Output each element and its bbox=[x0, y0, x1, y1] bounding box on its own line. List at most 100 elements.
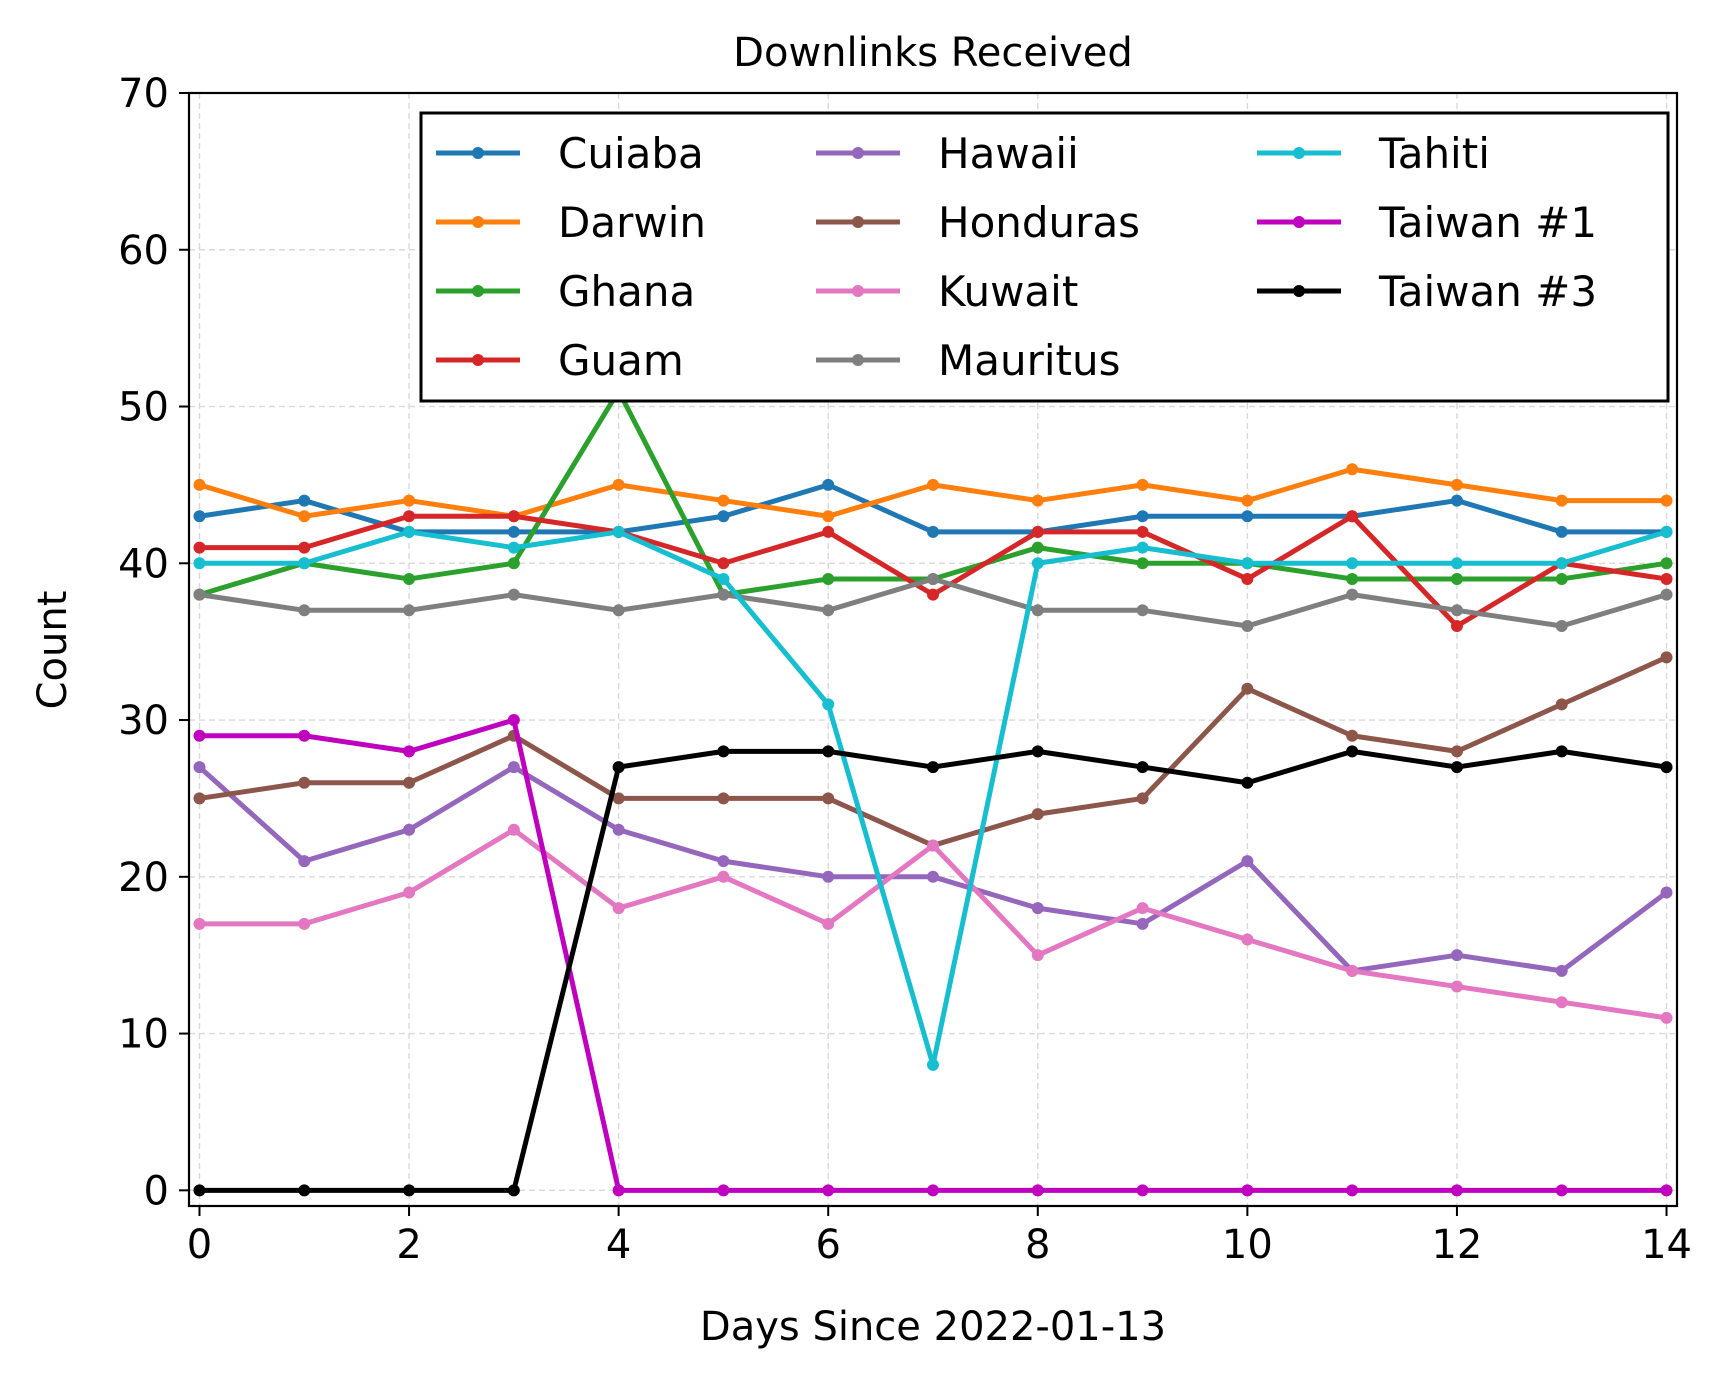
data-point bbox=[1136, 1184, 1149, 1197]
data-point bbox=[1450, 949, 1463, 962]
data-point bbox=[717, 855, 730, 868]
legend-label: Kuwait bbox=[938, 267, 1078, 316]
data-point bbox=[1136, 525, 1149, 538]
series-mauritus bbox=[193, 572, 1673, 632]
data-point bbox=[1660, 494, 1673, 507]
data-point bbox=[298, 776, 311, 789]
data-point bbox=[507, 1184, 520, 1197]
data-point bbox=[1660, 525, 1673, 538]
plot-frame bbox=[187, 91, 1679, 1208]
data-point bbox=[1660, 572, 1673, 585]
data-point bbox=[507, 525, 520, 538]
data-point bbox=[1450, 761, 1463, 774]
x-tick-label: 0 bbox=[187, 1222, 212, 1268]
data-point bbox=[298, 1184, 311, 1197]
legend-marker bbox=[852, 354, 864, 366]
data-point bbox=[927, 525, 939, 538]
legend-marker bbox=[852, 216, 864, 228]
data-point bbox=[1136, 510, 1149, 523]
legend-marker bbox=[1293, 216, 1305, 228]
y-tick-label: 40 bbox=[118, 541, 169, 587]
series-cuiaba bbox=[193, 478, 1673, 538]
data-point bbox=[1346, 745, 1359, 758]
data-point bbox=[612, 823, 625, 836]
data-point bbox=[822, 604, 835, 617]
data-point bbox=[1555, 1184, 1568, 1197]
data-point bbox=[1346, 729, 1359, 742]
data-point bbox=[612, 761, 625, 774]
series-lines bbox=[193, 384, 1673, 1197]
data-point bbox=[1031, 494, 1044, 507]
legend-label: Taiwan #1 bbox=[1378, 198, 1597, 247]
data-point bbox=[1450, 745, 1463, 758]
data-point bbox=[1346, 588, 1359, 601]
data-point bbox=[1555, 964, 1568, 977]
data-point bbox=[1660, 651, 1673, 664]
data-point bbox=[1450, 572, 1463, 585]
data-point bbox=[927, 572, 939, 585]
data-point bbox=[193, 761, 206, 774]
data-point bbox=[927, 478, 939, 491]
data-point bbox=[507, 588, 520, 601]
data-point bbox=[193, 1184, 206, 1197]
data-point bbox=[193, 557, 206, 570]
data-point bbox=[1136, 917, 1149, 930]
legend-label: Taiwan #3 bbox=[1378, 267, 1597, 316]
data-point bbox=[507, 761, 520, 774]
legend-item: Honduras bbox=[816, 198, 1140, 247]
data-point bbox=[403, 604, 416, 617]
legend-marker bbox=[472, 285, 484, 297]
y-tick-label: 60 bbox=[118, 228, 169, 274]
data-point bbox=[1031, 557, 1044, 570]
data-point bbox=[507, 557, 520, 570]
series-darwin bbox=[193, 463, 1673, 523]
data-point bbox=[298, 917, 311, 930]
data-point bbox=[507, 510, 520, 523]
data-point bbox=[1555, 572, 1568, 585]
data-point bbox=[717, 870, 730, 883]
x-tick-label: 4 bbox=[606, 1222, 631, 1268]
data-point bbox=[1241, 557, 1254, 570]
data-point bbox=[403, 823, 416, 836]
data-point bbox=[1241, 855, 1254, 868]
data-point bbox=[1555, 557, 1568, 570]
legend-item: Tahiti bbox=[1257, 129, 1490, 178]
data-point bbox=[612, 902, 625, 915]
data-point bbox=[927, 1058, 939, 1071]
data-point bbox=[927, 761, 939, 774]
data-point bbox=[1555, 494, 1568, 507]
data-point bbox=[1136, 902, 1149, 915]
legend: Cuiaba Darwin Ghana Guam Hawaii Honduras Kuwai… bbox=[419, 111, 1670, 403]
data-point bbox=[1450, 494, 1463, 507]
data-point bbox=[717, 494, 730, 507]
data-point bbox=[927, 839, 939, 852]
data-point bbox=[403, 745, 416, 758]
legend-item: Mauritus bbox=[816, 336, 1121, 385]
data-point bbox=[1136, 761, 1149, 774]
data-point bbox=[612, 1184, 625, 1197]
legend-label: Darwin bbox=[558, 198, 706, 247]
data-point bbox=[403, 572, 416, 585]
data-point bbox=[403, 494, 416, 507]
data-point bbox=[822, 572, 835, 585]
data-point bbox=[1450, 557, 1463, 570]
data-point bbox=[507, 823, 520, 836]
data-point bbox=[1136, 541, 1149, 554]
data-point bbox=[1450, 619, 1463, 632]
data-point bbox=[403, 1184, 416, 1197]
data-point bbox=[822, 525, 835, 538]
series-taiwan-1 bbox=[193, 714, 1673, 1197]
legend-box bbox=[419, 111, 1670, 403]
legend-item: Taiwan #3 bbox=[1257, 267, 1597, 316]
legend-item: Taiwan #1 bbox=[1257, 198, 1597, 247]
data-point bbox=[1346, 572, 1359, 585]
data-point bbox=[1031, 808, 1044, 821]
data-point bbox=[717, 557, 730, 570]
axis-ticks: 0 2 4 6 8 10 12 14 0 10 20 30 40 50 60 70 bbox=[118, 71, 1692, 1268]
data-point bbox=[1241, 494, 1254, 507]
y-tick-label: 20 bbox=[118, 855, 169, 901]
data-point bbox=[822, 510, 835, 523]
data-point bbox=[612, 525, 625, 538]
y-tick-label: 50 bbox=[118, 385, 169, 431]
